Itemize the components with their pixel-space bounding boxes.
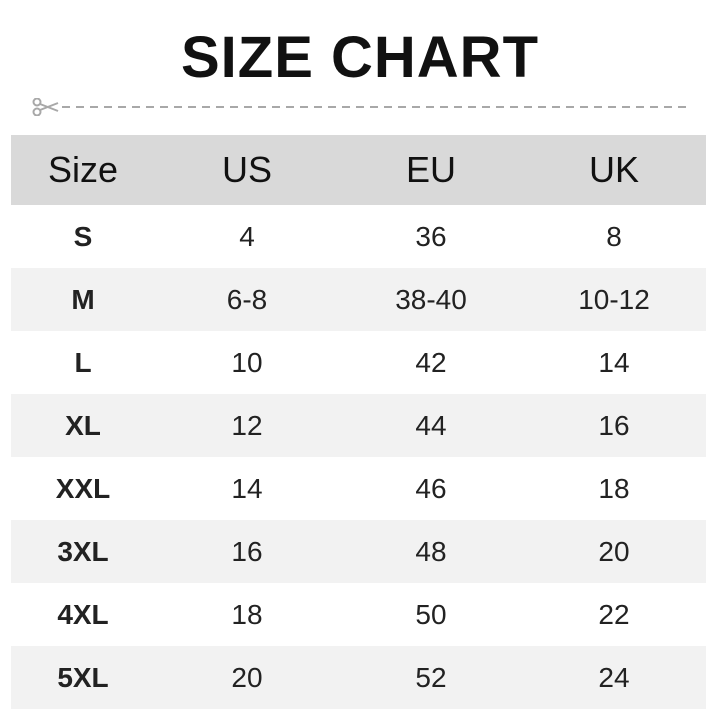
cell-uk: 16 (598, 409, 630, 441)
table-row: M 6-8 38-40 10-12 (11, 268, 706, 331)
cell-us: 4 (239, 220, 255, 252)
header-eu: EU (405, 149, 456, 190)
cell-uk: 8 (606, 220, 622, 252)
cell-eu: 36 (415, 220, 447, 252)
cell-eu: 44 (415, 409, 447, 441)
cell-us: 6-8 (226, 283, 268, 315)
cell-us: 14 (231, 472, 263, 504)
cell-uk: 10-12 (578, 283, 650, 315)
cell-uk: 20 (598, 535, 630, 567)
cell-size: S (73, 220, 93, 252)
cell-uk: 14 (598, 346, 630, 378)
page-title: SIZE CHART (181, 25, 539, 90)
cell-uk: 22 (598, 598, 630, 630)
cell-uk: 18 (598, 472, 630, 504)
header-uk: UK (588, 149, 639, 190)
cell-size: 4XL (57, 598, 109, 630)
header-size: Size (47, 149, 119, 190)
cell-us: 12 (231, 409, 263, 441)
cell-size: M (71, 283, 95, 315)
cell-us: 18 (231, 598, 263, 630)
scissors-icon (32, 98, 59, 116)
cell-size: XL (65, 409, 101, 441)
cell-eu: 50 (415, 598, 447, 630)
cut-line (32, 98, 690, 116)
cell-size: 3XL (57, 535, 109, 567)
header-us: US (221, 149, 272, 190)
size-table: Size US EU UK S 4 36 8 M 6-8 38-40 10-12 L 10 42 14… (11, 135, 706, 709)
table-header-row: Size US EU UK (11, 135, 706, 205)
cell-eu: 46 (415, 472, 447, 504)
table-row: 3XL 16 48 20 (11, 520, 706, 583)
cell-size: L (74, 346, 92, 378)
cell-eu: 38-40 (395, 283, 467, 315)
cell-size: XXL (55, 472, 111, 504)
table-row: S 4 36 8 (11, 205, 706, 268)
cell-us: 20 (231, 661, 263, 693)
table-row: 4XL 18 50 22 (11, 583, 706, 646)
table-row: XL 12 44 16 (11, 394, 706, 457)
cell-eu: 52 (415, 661, 447, 693)
cell-us: 10 (231, 346, 263, 378)
cell-size: 5XL (57, 661, 109, 693)
table-row: L 10 42 14 (11, 331, 706, 394)
table-row: XXL 14 46 18 (11, 457, 706, 520)
cell-eu: 42 (415, 346, 447, 378)
cell-eu: 48 (415, 535, 447, 567)
table-row: 5XL 20 52 24 (11, 646, 706, 709)
cell-us: 16 (231, 535, 263, 567)
cell-uk: 24 (598, 661, 630, 693)
